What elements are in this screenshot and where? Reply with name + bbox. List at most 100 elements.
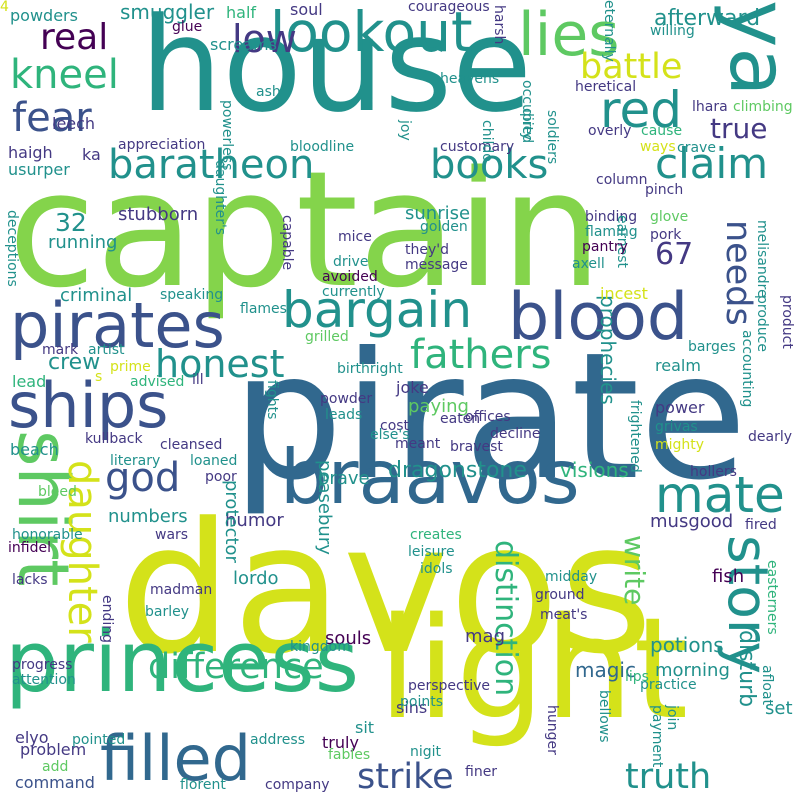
cloud-word: deceptions	[4, 210, 20, 287]
cloud-word: incest	[600, 284, 648, 303]
cloud-word: ill	[192, 372, 204, 388]
cloud-word: command	[15, 773, 95, 792]
cloud-word: climbing	[733, 99, 793, 115]
cloud-word: leads	[325, 407, 363, 423]
cloud-word: princess	[5, 613, 359, 712]
cloud-word: mate	[655, 466, 785, 524]
cloud-word: hollers	[690, 464, 737, 480]
cloud-word: ways	[640, 139, 676, 155]
cloud-word: accounting	[739, 330, 755, 408]
cloud-word: else's	[370, 427, 410, 443]
cloud-word: lordo	[233, 568, 279, 589]
cloud-word: cleansed	[160, 437, 223, 453]
cloud-word: humor	[225, 510, 284, 531]
cloud-word: pointed	[72, 732, 126, 748]
cloud-word: ka	[82, 145, 101, 164]
cloud-word: red	[600, 81, 682, 139]
cloud-word: prime	[110, 359, 151, 375]
cloud-word: prophecies	[596, 295, 620, 405]
cloud-word: ending	[99, 595, 115, 644]
cloud-word: daughter's	[212, 160, 228, 236]
cloud-word: battle	[580, 47, 683, 87]
cloud-word: occupied	[519, 80, 535, 144]
cloud-word: paying	[408, 396, 469, 417]
cloud-word: crave	[677, 140, 716, 156]
cloud-word: willing	[650, 23, 695, 39]
cloud-word: mark	[42, 342, 79, 358]
cloud-word: ya	[712, 0, 800, 97]
cloud-word: kingdom	[290, 639, 351, 655]
cloud-word: screams	[210, 35, 277, 54]
cloud-word: fights	[264, 380, 280, 420]
cloud-word: produce	[754, 295, 770, 352]
cloud-word: lacks	[12, 572, 48, 588]
cloud-word: crew	[48, 350, 101, 375]
cloud-word: dirty	[519, 108, 535, 141]
cloud-word: bellows	[596, 690, 612, 743]
cloud-word: shirt	[2, 430, 84, 587]
cloud-word: practice	[640, 677, 697, 693]
cloud-word: mighty	[655, 437, 705, 453]
cloud-word: story	[716, 535, 780, 675]
cloud-word: heavens	[440, 71, 500, 87]
cloud-word: powerless	[219, 100, 235, 171]
cloud-word: joke	[396, 378, 429, 397]
cloud-word: brave	[318, 468, 370, 489]
cloud-word: half	[226, 3, 257, 22]
cloud-word: barges	[688, 339, 736, 355]
cloud-word: kullback	[85, 431, 143, 447]
cloud-word: distinction	[488, 540, 523, 697]
cloud-word: truth	[625, 757, 712, 797]
cloud-word: golden	[420, 219, 468, 235]
cloud-word: real	[40, 17, 109, 58]
cloud-word: grilled	[305, 329, 349, 345]
cloud-word: fish	[712, 566, 745, 587]
cloud-word: kneel	[10, 52, 119, 98]
cloud-word: soldiers	[544, 110, 560, 165]
cloud-word: hunger	[544, 705, 560, 755]
cloud-word: flames	[240, 301, 287, 317]
cloud-word: advised	[130, 374, 185, 390]
cloud-word: bleed	[38, 484, 77, 500]
cloud-word: appreciation	[118, 137, 206, 153]
cloud-word: difference	[148, 647, 324, 687]
cloud-word: madman	[150, 582, 213, 598]
cloud-word: pantry	[582, 239, 628, 255]
cloud-word: flaming	[585, 224, 638, 240]
cloud-word: books	[430, 142, 549, 188]
cloud-word: braavos	[280, 433, 580, 521]
cloud-word: payment	[649, 705, 665, 768]
cloud-word: dearly	[748, 429, 793, 445]
cloud-word: literary	[110, 453, 161, 469]
cloud-word: 67	[655, 237, 694, 272]
cloud-word: fear	[12, 95, 92, 141]
cloud-word: avoided	[322, 269, 378, 285]
cloud-word: potions	[650, 633, 724, 657]
cloud-word: magic	[575, 658, 636, 682]
cloud-word: glove	[650, 209, 689, 225]
cloud-word: true	[710, 112, 768, 145]
cloud-word: lips	[625, 669, 649, 685]
cloud-word: s	[95, 369, 103, 385]
cloud-word: joy	[397, 120, 413, 141]
cloud-word: lead	[12, 372, 47, 391]
cloud-word: lhara	[692, 99, 728, 115]
cloud-word: heretical	[575, 79, 637, 95]
cloud-word: powders	[10, 6, 78, 25]
cloud-word: lookout	[270, 0, 473, 64]
cloud-word: eternally	[601, 0, 617, 62]
cloud-word: low	[232, 17, 297, 61]
cloud-word: idols	[420, 561, 453, 577]
cloud-word: pirate	[232, 316, 748, 519]
cloud-word: birthright	[337, 361, 403, 377]
cloud-word: honest	[155, 342, 285, 386]
cloud-word: morning	[655, 660, 730, 681]
cloud-word: usurper	[8, 160, 70, 179]
cloud-word: leisure	[408, 544, 455, 560]
cloud-word: criminal	[60, 285, 133, 306]
cloud-word: davos	[118, 485, 653, 694]
cloud-word: souls	[325, 628, 372, 649]
cloud-word: melisandre	[754, 220, 770, 298]
cloud-word: mice	[338, 229, 372, 245]
